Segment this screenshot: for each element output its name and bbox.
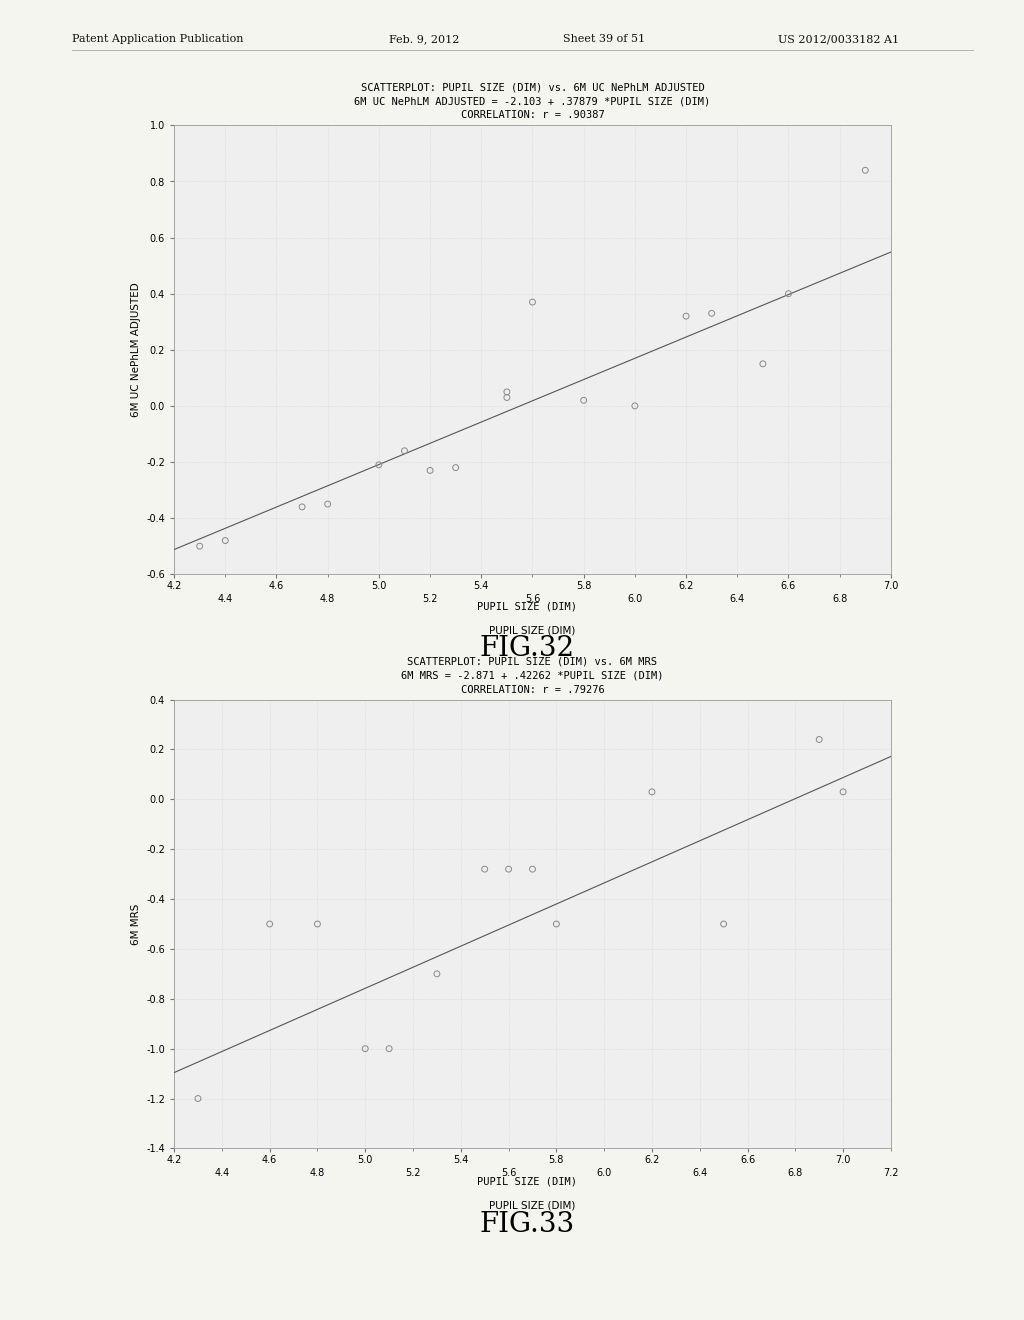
- Text: FIG.33: FIG.33: [480, 1210, 574, 1238]
- Point: [716, 913, 732, 935]
- Text: FIG.32: FIG.32: [480, 635, 574, 663]
- Point: [548, 913, 564, 935]
- Point: [319, 494, 336, 515]
- Point: [835, 781, 851, 803]
- X-axis label: PUPIL SIZE (DIM): PUPIL SIZE (DIM): [489, 626, 575, 636]
- Point: [499, 381, 515, 403]
- Title: SCATTERPLOT: PUPIL SIZE (DIM) vs. 6M UC NePhLM ADJUSTED
6M UC NePhLM ADJUSTED = : SCATTERPLOT: PUPIL SIZE (DIM) vs. 6M UC …: [354, 82, 711, 120]
- Point: [501, 858, 517, 879]
- Point: [755, 354, 771, 375]
- Y-axis label: 6M MRS: 6M MRS: [131, 903, 140, 945]
- Point: [476, 858, 493, 879]
- Point: [811, 729, 827, 750]
- Text: PUPIL SIZE (DIM): PUPIL SIZE (DIM): [477, 602, 578, 612]
- Point: [191, 536, 208, 557]
- Point: [396, 441, 413, 462]
- Text: Feb. 9, 2012: Feb. 9, 2012: [389, 34, 460, 45]
- Point: [309, 913, 326, 935]
- Point: [371, 454, 387, 475]
- Point: [217, 529, 233, 552]
- Point: [644, 781, 660, 803]
- Point: [294, 496, 310, 517]
- Point: [261, 913, 278, 935]
- Point: [499, 387, 515, 408]
- Point: [780, 282, 797, 304]
- Y-axis label: 6M UC NePhLM ADJUSTED: 6M UC NePhLM ADJUSTED: [131, 282, 140, 417]
- Point: [381, 1038, 397, 1059]
- Point: [524, 292, 541, 313]
- Point: [703, 302, 720, 323]
- Point: [429, 964, 445, 985]
- Text: US 2012/0033182 A1: US 2012/0033182 A1: [778, 34, 899, 45]
- Point: [524, 858, 541, 879]
- Point: [627, 396, 643, 417]
- Point: [422, 459, 438, 480]
- X-axis label: PUPIL SIZE (DIM): PUPIL SIZE (DIM): [489, 1200, 575, 1210]
- Point: [857, 160, 873, 181]
- Text: Sheet 39 of 51: Sheet 39 of 51: [563, 34, 645, 45]
- Point: [189, 1088, 206, 1109]
- Text: PUPIL SIZE (DIM): PUPIL SIZE (DIM): [477, 1176, 578, 1187]
- Point: [447, 457, 464, 478]
- Point: [575, 389, 592, 411]
- Point: [678, 305, 694, 326]
- Text: Patent Application Publication: Patent Application Publication: [72, 34, 243, 45]
- Title: SCATTERPLOT: PUPIL SIZE (DIM) vs. 6M MRS
6M MRS = -2.871 + .42262 *PUPIL SIZE (D: SCATTERPLOT: PUPIL SIZE (DIM) vs. 6M MRS…: [401, 656, 664, 694]
- Point: [357, 1038, 374, 1059]
